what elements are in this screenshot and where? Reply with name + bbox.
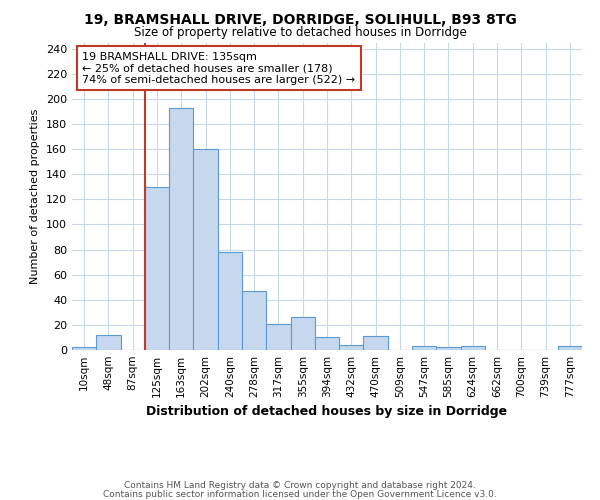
Bar — [461, 346, 485, 350]
Bar — [558, 346, 582, 350]
Text: Contains HM Land Registry data © Crown copyright and database right 2024.: Contains HM Land Registry data © Crown c… — [124, 481, 476, 490]
Bar — [339, 345, 364, 350]
Bar — [266, 324, 290, 350]
Bar — [145, 187, 169, 350]
Bar — [193, 149, 218, 350]
Bar — [169, 108, 193, 350]
Bar — [96, 335, 121, 350]
Bar — [242, 291, 266, 350]
Bar — [315, 338, 339, 350]
Text: 19, BRAMSHALL DRIVE, DORRIDGE, SOLIHULL, B93 8TG: 19, BRAMSHALL DRIVE, DORRIDGE, SOLIHULL,… — [83, 12, 517, 26]
Bar — [290, 318, 315, 350]
Text: Size of property relative to detached houses in Dorridge: Size of property relative to detached ho… — [134, 26, 466, 39]
Bar — [436, 348, 461, 350]
Bar — [364, 336, 388, 350]
Text: 19 BRAMSHALL DRIVE: 135sqm
← 25% of detached houses are smaller (178)
74% of sem: 19 BRAMSHALL DRIVE: 135sqm ← 25% of deta… — [82, 52, 355, 85]
X-axis label: Distribution of detached houses by size in Dorridge: Distribution of detached houses by size … — [146, 406, 508, 418]
Y-axis label: Number of detached properties: Number of detached properties — [31, 108, 40, 284]
Bar — [72, 348, 96, 350]
Bar — [218, 252, 242, 350]
Bar — [412, 346, 436, 350]
Text: Contains public sector information licensed under the Open Government Licence v3: Contains public sector information licen… — [103, 490, 497, 499]
